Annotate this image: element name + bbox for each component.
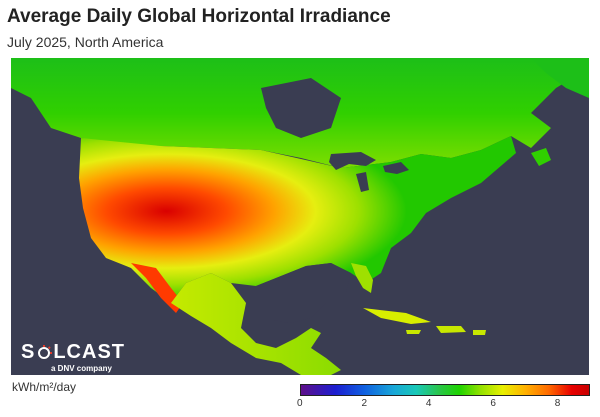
gulf-of-mexico [256, 263, 351, 323]
legend-tick: 0 [297, 398, 303, 409]
logo-word-right: LCAST [53, 341, 126, 363]
legend-units: kWh/m²/day [12, 380, 77, 394]
hispaniola-island [436, 326, 466, 333]
color-scale-bar [300, 384, 590, 396]
solcast-logo: S LCAST a DNV company [21, 341, 125, 373]
legend-tick: 6 [490, 398, 496, 409]
hudson-bay [261, 78, 341, 138]
logo-wordmark: S LCAST [21, 341, 125, 364]
sun-icon [38, 344, 53, 359]
logo-word-left: S [21, 341, 36, 363]
puerto-rico-island [473, 330, 486, 335]
irradiance-map[interactable] [11, 58, 589, 375]
legend-tick: 2 [361, 398, 367, 409]
florida-peninsula [351, 263, 373, 293]
logo-tagline: a DNV company [51, 364, 112, 373]
cuba-island [363, 308, 431, 324]
great-lakes [329, 152, 376, 170]
usa-landmass [79, 136, 516, 303]
newfoundland-island [531, 148, 551, 166]
map-title: Average Daily Global Horizontal Irradian… [7, 6, 391, 27]
greenland-edge [531, 58, 589, 98]
legend-tick: 4 [425, 398, 432, 409]
map-canvas [11, 58, 589, 375]
mexico-landmass [171, 273, 341, 375]
map-subtitle: July 2025, North America [7, 34, 164, 50]
legend-tick: 8 [554, 398, 561, 409]
baja-peninsula [131, 263, 183, 313]
